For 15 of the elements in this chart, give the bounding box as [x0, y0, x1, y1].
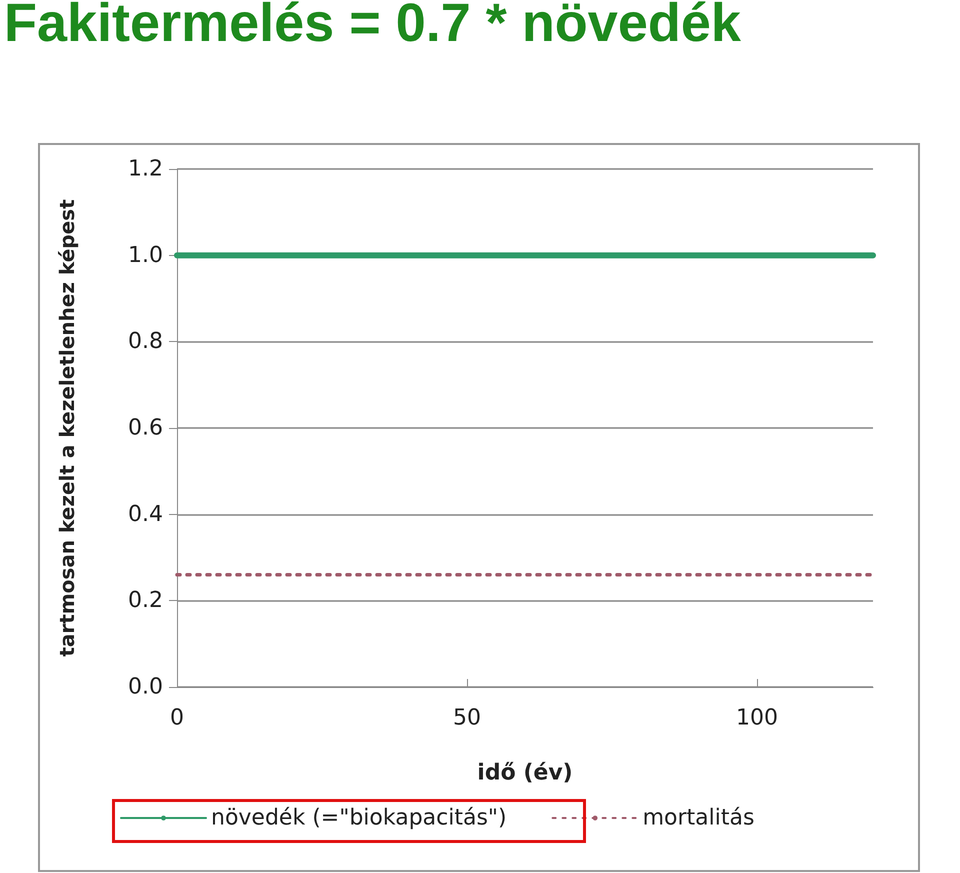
y-tick-label: 0.2: [128, 588, 163, 614]
x-tick-label: 0: [170, 706, 184, 730]
x-tick-label: 100: [736, 706, 778, 730]
x-tick-label: 50: [453, 706, 481, 730]
x-axis-title: idő (év): [477, 760, 573, 786]
legend-label: növedék (="biokapacitás"): [211, 806, 507, 830]
y-tick-label: 0.6: [128, 416, 163, 440]
y-tick-label: 0.8: [128, 329, 163, 354]
y-axis-title: tartmosan kezelt a kezeletlenhez képest: [55, 198, 79, 657]
y-tick-label: 1.0: [128, 242, 163, 268]
chart-title: Fakitermelés = 0.7 * növedék: [4, 0, 741, 54]
y-tick-label: 0.4: [128, 502, 163, 527]
legend-label: mortalitás: [642, 806, 754, 830]
y-tick-label: 1.2: [128, 156, 163, 182]
y-tick-label: 0.0: [128, 674, 163, 700]
